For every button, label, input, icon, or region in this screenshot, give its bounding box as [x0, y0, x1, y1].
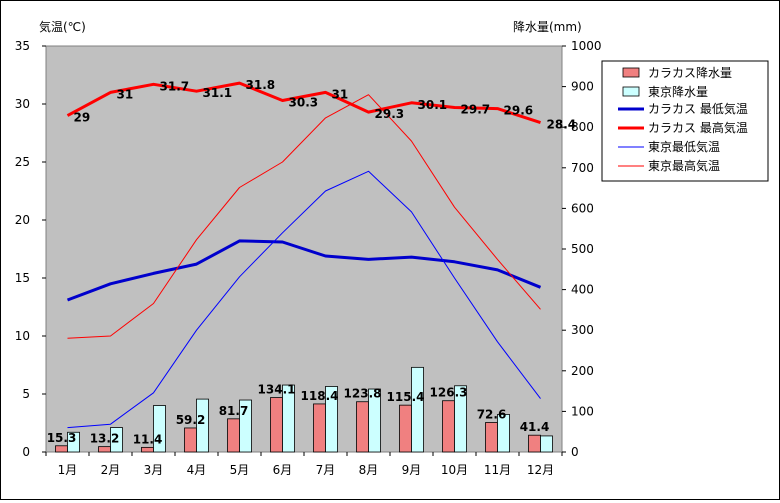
right-tick-label-0: 0 [571, 445, 579, 459]
bar-label-caracas-precip-6: 134.1 [258, 383, 296, 397]
legend-label-tokyo-precip: 東京降水量 [648, 85, 708, 99]
category-label-4: 4月 [187, 463, 207, 477]
left-tick-label-25: 25 [15, 155, 30, 169]
bar-label-caracas-precip-2: 13.2 [90, 432, 120, 446]
category-axis-ticks: 1月 2月 3月 4月 5月 6月 7月 8月 9月 10月 11月 12月 [46, 452, 562, 477]
bar-caracas-precip-8 [357, 402, 369, 452]
legend-label-caracas-min: カラカス 最低気温 [648, 101, 748, 116]
category-label-3: 3月 [144, 463, 164, 477]
bar-caracas-precip-3 [142, 447, 154, 452]
bar-caracas-precip-11 [486, 423, 498, 452]
left-axis-ticks: 0 5 10 15 20 25 30 35 [15, 39, 46, 459]
right-tick-label-700: 700 [571, 161, 594, 175]
bar-tokyo-precip-9 [412, 367, 424, 452]
bar-label-caracas-precip-10: 126.3 [430, 386, 468, 400]
category-label-1: 1月 [58, 463, 78, 477]
left-tick-label-35: 35 [15, 39, 30, 53]
right-tick-label-200: 200 [571, 364, 594, 378]
legend-label-caracas-max: カラカス 最高気温 [648, 120, 748, 135]
legend-swatch-tokyo-precip [623, 87, 639, 96]
legend-label-tokyo-min: 東京最低気温 [648, 139, 720, 154]
bar-caracas-precip-9 [400, 405, 412, 452]
category-label-10: 10月 [441, 463, 468, 477]
category-label-11: 11月 [484, 463, 511, 477]
right-axis-title: 降水量(mm) [513, 20, 582, 34]
bar-label-caracas-precip-4: 59.2 [176, 413, 206, 427]
line-label-caracas-max-10: 29.7 [461, 102, 491, 116]
bar-caracas-precip-2 [99, 447, 111, 452]
bar-label-caracas-precip-1: 15.3 [47, 431, 77, 445]
bar-caracas-precip-7 [314, 404, 326, 452]
left-tick-label-30: 30 [15, 97, 30, 111]
category-label-9: 9月 [402, 463, 422, 477]
line-label-caracas-max-9: 30.1 [418, 98, 448, 112]
line-label-caracas-max-3: 31.7 [160, 79, 190, 93]
left-tick-label-5: 5 [22, 387, 30, 401]
line-label-caracas-max-7: 31 [332, 87, 349, 101]
bar-caracas-precip-6 [271, 398, 283, 452]
right-tick-label-500: 500 [571, 242, 594, 256]
bar-label-caracas-precip-7: 118.4 [301, 389, 339, 403]
category-label-7: 7月 [316, 463, 336, 477]
right-tick-label-600: 600 [571, 201, 594, 215]
left-axis-title: 気温(℃) [39, 19, 86, 34]
left-tick-label-0: 0 [22, 445, 30, 459]
bar-caracas-precip-12 [529, 435, 541, 452]
bar-caracas-precip-5 [228, 419, 240, 452]
right-tick-label-900: 900 [571, 80, 594, 94]
line-label-caracas-max-8: 29.3 [375, 107, 405, 121]
legend-label-caracas-precip: カラカス降水量 [648, 66, 732, 80]
line-label-caracas-max-5: 31.8 [246, 78, 276, 92]
left-tick-label-15: 15 [15, 271, 30, 285]
bar-tokyo-precip-12 [541, 436, 553, 452]
category-label-5: 5月 [230, 463, 250, 477]
line-label-caracas-max-6: 30.3 [289, 96, 319, 110]
line-label-caracas-max-11: 29.6 [504, 104, 534, 118]
bar-caracas-precip-1 [56, 446, 68, 452]
category-label-6: 6月 [273, 463, 293, 477]
bar-label-caracas-precip-12: 41.4 [520, 420, 550, 434]
category-label-12: 12月 [527, 463, 554, 477]
bar-label-caracas-precip-8: 123.8 [344, 387, 382, 401]
legend-swatch-caracas-precip [623, 68, 639, 77]
left-tick-label-20: 20 [15, 213, 30, 227]
bar-label-caracas-precip-3: 11.4 [133, 432, 163, 446]
legend-label-tokyo-max: 東京最高気温 [648, 158, 720, 173]
right-tick-label-1000: 1000 [571, 39, 602, 53]
legend: カラカス降水量 東京降水量 カラカス 最低気温 カラカス 最高気温 東京最低気温… [602, 61, 768, 181]
bar-label-caracas-precip-5: 81.7 [219, 404, 249, 418]
bar-label-caracas-precip-11: 72.6 [477, 408, 507, 422]
category-label-2: 2月 [101, 463, 121, 477]
right-tick-label-400: 400 [571, 283, 594, 297]
line-label-caracas-max-12: 28.4 [547, 118, 577, 132]
line-label-caracas-max-4: 31.1 [203, 86, 233, 100]
right-tick-label-100: 100 [571, 404, 594, 418]
left-tick-label-10: 10 [15, 329, 30, 343]
line-label-caracas-max-1: 29 [74, 111, 91, 125]
bar-caracas-precip-10 [443, 401, 455, 452]
bar-caracas-precip-4 [185, 428, 197, 452]
bar-label-caracas-precip-9: 115.4 [387, 390, 425, 404]
right-tick-label-300: 300 [571, 323, 594, 337]
category-label-8: 8月 [359, 463, 379, 477]
line-label-caracas-max-2: 31 [117, 87, 134, 101]
